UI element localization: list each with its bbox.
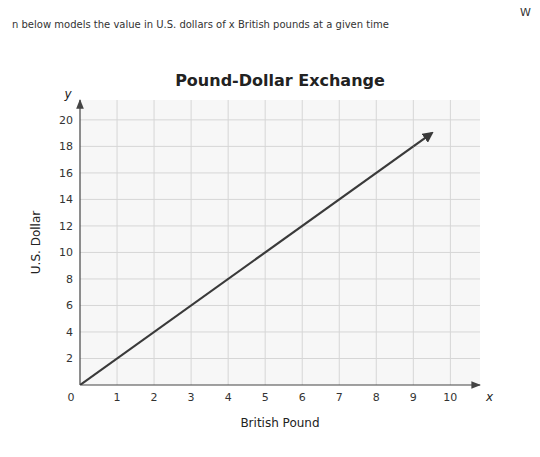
- grid-line-x: [450, 100, 451, 385]
- y-tick-label: 2: [66, 352, 73, 365]
- y-tick-label: 10: [59, 246, 73, 259]
- axis-end-label: x: [485, 390, 494, 404]
- y-tick-label: 18: [59, 140, 73, 153]
- grid-line-x: [376, 100, 377, 385]
- x-axis: [80, 384, 480, 385]
- grid-line-x: [154, 100, 155, 385]
- annotation: n below models the value in U.S. dollars…: [12, 19, 389, 30]
- x-tick-label: 9: [410, 391, 417, 404]
- x-tick-label: 10: [443, 391, 457, 404]
- grid-line-y: [80, 225, 480, 226]
- grid-line-x: [302, 100, 303, 385]
- plot-area: [80, 100, 480, 385]
- grid: [80, 100, 480, 385]
- line: [80, 146, 413, 385]
- x-tick-label: 3: [188, 391, 195, 404]
- origin-label: 0: [68, 391, 75, 404]
- grid-line-y: [80, 278, 480, 279]
- x-tick-label: 1: [114, 391, 121, 404]
- data-group: [80, 133, 432, 385]
- y-tick-label: 16: [59, 167, 73, 180]
- x-tick-label: 2: [151, 391, 158, 404]
- y-tick-label: 14: [59, 193, 73, 206]
- grid-line-x: [339, 100, 340, 385]
- x-tick-label: 5: [262, 391, 269, 404]
- x-tick-label: 6: [299, 391, 306, 404]
- x-tick-label: 8: [373, 391, 380, 404]
- y-tick-label: 12: [59, 220, 73, 233]
- grid-line-x: [117, 100, 118, 385]
- title: Pound-Dollar Exchange: [175, 71, 385, 90]
- line-arrow: [413, 133, 432, 146]
- y-tick-label: 4: [66, 326, 73, 339]
- chart: 123456789102468101214161820Pound-Dollar …: [0, 0, 540, 457]
- grid-line-x: [191, 100, 192, 385]
- grid-line-y: [80, 199, 480, 200]
- y-axis-label: U.S. Dollar: [29, 211, 43, 274]
- y-tick-label: 20: [59, 114, 73, 127]
- grid-line-x: [265, 100, 266, 385]
- grid-line-x: [413, 100, 414, 385]
- grid-line-y: [80, 305, 480, 306]
- y-tick-label: 6: [66, 299, 73, 312]
- x-axis-label: British Pound: [240, 416, 319, 430]
- grid-line-x: [228, 100, 229, 385]
- grid-line-y: [80, 172, 480, 173]
- grid-line-y: [80, 331, 480, 332]
- x-tick-label: 7: [336, 391, 343, 404]
- grid-line-y: [80, 119, 480, 120]
- grid-line-y: [80, 252, 480, 253]
- y-axis: [79, 100, 80, 385]
- grid-line-y: [80, 146, 480, 147]
- y-tick-label: 8: [66, 273, 73, 286]
- x-tick-label: 4: [225, 391, 232, 404]
- axis-end-label: y: [63, 87, 72, 101]
- grid-line-y: [80, 358, 480, 359]
- annotation: W: [520, 6, 531, 19]
